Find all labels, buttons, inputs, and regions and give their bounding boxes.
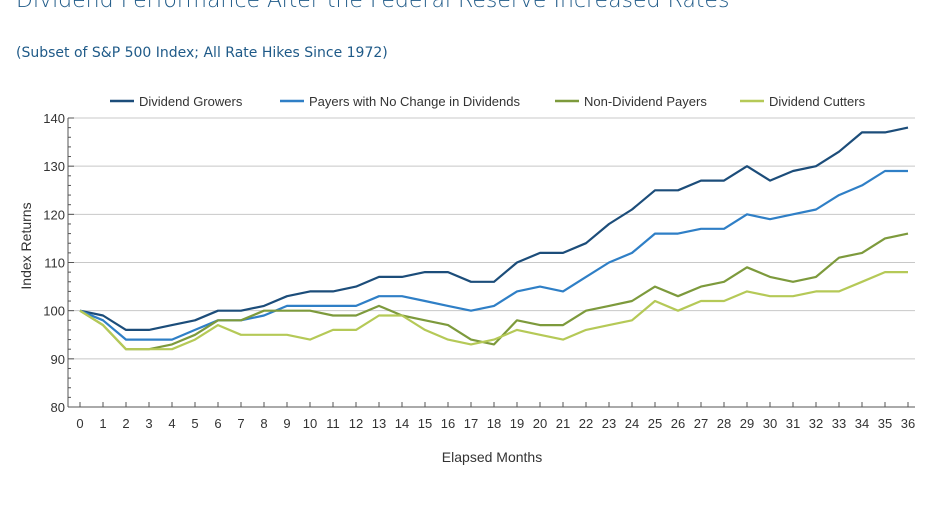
y-tick-label: 140 [43,111,65,126]
x-tick-label: 23 [602,416,616,431]
x-tick-label: 15 [418,416,432,431]
series-line [79,232,909,351]
x-tick-label: 17 [464,416,478,431]
x-tick-label: 4 [168,416,175,431]
x-tick-label: 29 [740,416,754,431]
series-line [79,169,908,341]
x-tick-label: 32 [809,416,823,431]
series-lines [79,126,909,351]
legend-label: Non-Dividend Payers [584,94,707,109]
x-tick-label: 35 [878,416,892,431]
y-tick-label: 110 [44,256,65,271]
x-tick-label: 9 [283,416,290,431]
series-line [79,126,909,331]
legend-label: Dividend Growers [139,94,243,109]
y-tick-labels: 80 90 100 110 120 130 140 [43,111,65,415]
y-tick-label: 120 [43,207,65,222]
grid-lines [68,117,915,360]
x-tick-label: 24 [625,416,639,431]
x-tick-label: 10 [303,416,317,431]
x-tick-label: 18 [487,416,501,431]
y-tick-label: 100 [43,304,65,319]
x-tick-label: 34 [855,416,869,431]
legend-label: Dividend Cutters [769,94,866,109]
x-tick-label: 12 [349,416,363,431]
x-tick-label: 5 [191,416,198,431]
x-axis-label: Elapsed Months [442,449,542,465]
x-tick-label: 3 [145,416,152,431]
x-tick-label: 30 [763,416,777,431]
x-tick-label: 7 [237,416,244,431]
x-tick-label: 13 [372,416,386,431]
x-tick-label: 21 [556,416,570,431]
legend: Dividend Growers Payers with No Change in… [110,94,866,109]
x-tick-label: 1 [99,416,106,431]
x-tick-label: 28 [717,416,731,431]
x-tick-label: 31 [786,416,800,431]
x-tick-label: 6 [214,416,221,431]
x-tick-label: 22 [579,416,593,431]
y-tick-label: 80 [51,400,65,415]
y-tick-label: 90 [51,352,65,367]
y-axis-label: Index Returns [18,202,34,289]
x-tick-label: 16 [441,416,455,431]
x-tick-label: 36 [901,416,915,431]
x-tick-labels: 0 1 2 3 4 5 6 7 8 9 10 11 12 13 14 15 16 17 18 19 20 21 22 23 24… [76,416,915,431]
x-tick-label: 2 [122,416,129,431]
x-tick-label: 20 [533,416,547,431]
x-tick-label: 26 [671,416,685,431]
x-tick-label: 11 [326,416,340,431]
series-line [79,271,908,351]
x-tick-label: 8 [260,416,267,431]
x-tick-label: 0 [76,416,83,431]
x-tick-label: 27 [694,416,708,431]
legend-label: Payers with No Change in Dividends [309,94,520,109]
chart-subtitle: (Subset of S&P 500 Index; All Rate Hikes… [16,45,388,61]
y-tick-label: 130 [43,159,65,174]
x-tick-label: 14 [395,416,409,431]
x-tick-label: 33 [832,416,846,431]
axes [67,117,915,408]
chart-title: Dividend Performance After the Federal R… [16,0,730,13]
x-tick-label: 19 [510,416,524,431]
x-tick-label: 25 [648,416,662,431]
